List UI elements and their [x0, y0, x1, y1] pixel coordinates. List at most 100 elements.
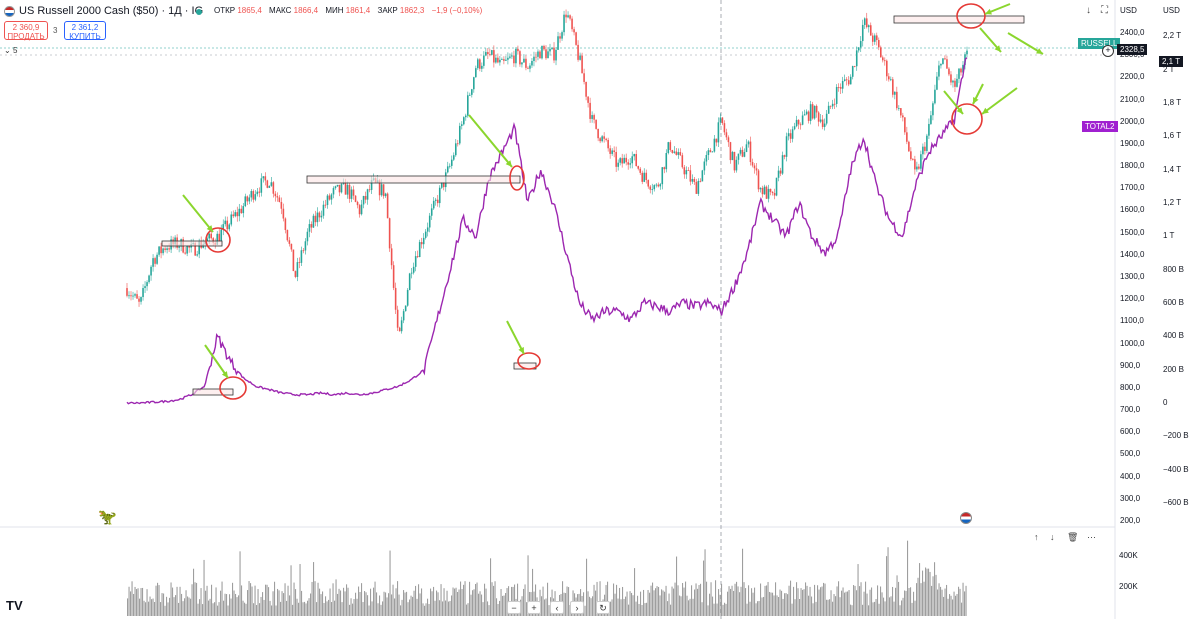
arrow-up-icon[interactable]: ↑ [1034, 532, 1039, 542]
candle-body [543, 45, 545, 50]
zoom-in-button[interactable]: + [527, 601, 541, 614]
right-axis-tick-label: 2 T [1163, 64, 1175, 74]
indicators-toggle[interactable]: ⌄ 5 [4, 46, 17, 55]
volume-bar [929, 571, 931, 616]
volume-bar [785, 593, 787, 616]
buy-button[interactable]: 2 361,2 КУПИТЬ [64, 21, 106, 41]
candle-body [162, 248, 164, 254]
volume-bar [706, 581, 708, 616]
tradingview-logo[interactable]: TV [6, 598, 23, 613]
arrow-down-icon[interactable]: ↓ [1086, 5, 1091, 16]
volume-bar [436, 590, 438, 616]
candle-body [902, 115, 904, 118]
candle-body [212, 238, 215, 243]
volume-bar [407, 602, 409, 616]
candle-body [382, 184, 385, 197]
volume-bar [821, 586, 823, 616]
candle-body [611, 150, 613, 154]
volume-bar [857, 564, 859, 616]
dinosaur-icon[interactable]: 🦖 [98, 509, 117, 526]
candle-body [497, 57, 499, 63]
scroll-left-button[interactable]: ‹ [550, 601, 564, 614]
volume-bar [292, 604, 294, 616]
candle-body [252, 191, 255, 200]
volume-bar [505, 593, 507, 616]
symbol-info[interactable]: US Russell 2000 Cash ($50) · 1Д · IG [4, 5, 203, 17]
candle-body [900, 108, 902, 116]
volume-bar [746, 603, 748, 616]
candle-body [721, 117, 724, 124]
volume-bar [397, 581, 399, 616]
zoom-out-button[interactable]: − [507, 601, 521, 614]
currency-left[interactable]: USD [1120, 6, 1137, 15]
left-axis-tick-label: 200,0 [1120, 515, 1141, 525]
candle-body [473, 77, 475, 90]
left-axis-tick-label: 1200,0 [1120, 294, 1145, 304]
left-axis-tick-label: 1400,0 [1120, 249, 1145, 259]
fullscreen-icon[interactable]: ⛶ [1101, 5, 1108, 16]
volume-bar [760, 583, 762, 616]
volume-bar [478, 593, 480, 616]
volume-bar [652, 582, 654, 616]
volume-bar [596, 581, 598, 616]
candle-body [380, 184, 383, 196]
reset-button[interactable]: ↻ [596, 601, 610, 614]
candle-body [755, 168, 758, 171]
volume-bar [836, 586, 838, 616]
volume-bar [481, 594, 483, 616]
volume-bar [829, 599, 831, 616]
sell-button[interactable]: 2 360,9 ПРОДАТЬ [4, 21, 48, 41]
candle-body [859, 41, 862, 48]
scroll-right-button[interactable]: › [570, 601, 584, 614]
add-plus-icon[interactable]: + [1102, 45, 1114, 57]
candle-body [452, 155, 455, 160]
us-flag-event-icon[interactable] [960, 512, 972, 524]
candle-body [593, 115, 595, 120]
arrow-down-icon[interactable]: ↓ [1050, 532, 1055, 542]
volume-bar [838, 581, 840, 616]
volume-bar [631, 592, 633, 616]
volume-bar [956, 594, 958, 616]
right-axis-tick-label: 800 B [1163, 264, 1184, 274]
candle-body [747, 141, 750, 145]
right-axis-tick-label: 1,6 T [1163, 131, 1182, 141]
volume-bar [832, 601, 834, 616]
candle-body [324, 204, 327, 206]
left-axis-tick-label: 1600,0 [1120, 205, 1145, 215]
total2-tag: TOTAL2 [1082, 121, 1118, 132]
volume-bar [697, 588, 699, 616]
volume-bar [535, 584, 537, 616]
candle-body [254, 194, 257, 200]
volume-bar [488, 605, 490, 616]
volume-bar [182, 601, 184, 616]
candle-body [633, 154, 636, 157]
volume-bar [802, 589, 804, 616]
currency-right[interactable]: USD [1163, 6, 1180, 15]
volume-bar [236, 597, 238, 616]
more-icon[interactable]: ⋯ [1087, 532, 1096, 542]
candle-body [206, 238, 208, 242]
volume-bar [773, 595, 775, 616]
candle-body [360, 204, 363, 215]
volume-bar [664, 591, 666, 616]
volume-bar [377, 603, 379, 616]
volume-bar [184, 598, 186, 616]
volume-bar [287, 585, 289, 616]
candle-body [450, 159, 453, 166]
trash-icon[interactable]: 🗑 [1067, 532, 1079, 542]
volume-bar [745, 588, 747, 616]
volume-bar [244, 602, 246, 616]
volume-bar [959, 588, 961, 616]
candle-body [881, 57, 884, 61]
candle-body [958, 68, 960, 79]
volume-bar [778, 597, 780, 616]
volume-bar [197, 603, 199, 616]
volume-bar [887, 547, 889, 616]
candle-body [525, 58, 527, 68]
volume-bar [622, 586, 624, 616]
volume-bar [863, 591, 865, 616]
candle-body [402, 311, 405, 321]
candle-body [515, 48, 517, 64]
candle-body [533, 56, 535, 61]
